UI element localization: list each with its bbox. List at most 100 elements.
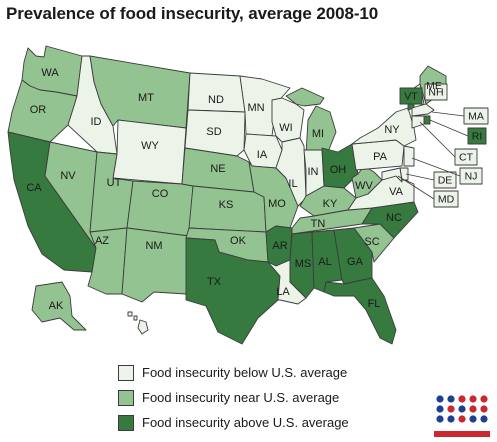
label-CO: CO [152,188,169,200]
legend-swatch-above [118,414,134,431]
label-NC: NC [386,212,402,224]
label-WI: WI [279,122,292,134]
logo-dot [458,405,466,413]
label-MD: MD [438,193,455,205]
box-NH [424,83,448,101]
box-VT [399,87,423,105]
label-KS: KS [219,199,234,211]
label-TX: TX [207,276,222,288]
label-IA: IA [257,149,268,161]
label-LA: LA [276,286,290,298]
state-NY [351,107,417,147]
state-MD [381,167,403,183]
label-IN: IN [308,166,319,178]
label-WV: WV [355,180,373,192]
label-MO: MO [268,198,286,210]
label-DE: DE [438,174,453,186]
label-VA: VA [389,186,404,198]
logo-dot [436,395,444,403]
state-SD [184,109,246,157]
label-WY: WY [141,140,159,152]
legend-item-near: Food insecurity near U.S. average [118,385,349,410]
label-NJ: NJ [465,170,478,182]
logo-dot [469,405,477,413]
state-MA [411,103,435,117]
legend-swatch-below [118,364,134,381]
label-AL: AL [318,256,331,268]
state-TX [185,237,281,345]
logo-dot [447,415,455,423]
label-OR: OR [30,104,47,116]
label-ME: ME [426,80,442,92]
logo-dot [480,395,488,403]
label-IL: IL [288,178,297,190]
legend-item-above: Food insecurity above U.S. average [118,410,349,435]
legend-label-below: Food insecurity below U.S. average [142,365,348,380]
legend-swatch-near [118,389,134,406]
state-RI [423,115,431,125]
label-WA: WA [41,67,59,79]
logo-dot [447,405,455,413]
label-KY: KY [323,198,338,210]
label-PA: PA [373,151,388,163]
state-WY [112,119,187,185]
logo-dot [447,395,455,403]
label-GA: GA [347,256,364,268]
logo-dot [436,405,444,413]
ers-logo-icon [434,395,490,437]
label-NV: NV [60,170,76,182]
state-FL [323,277,397,345]
state-HI-maui [133,315,138,321]
label-OH: OH [330,164,347,176]
legend-label-above: Food insecurity above U.S. average [142,415,349,430]
label-SD: SD [206,126,221,138]
label-NM: NM [145,240,162,252]
label-MS: MS [295,258,312,270]
label-ID: ID [91,116,102,128]
label-FL: FL [368,298,381,310]
state-HI [137,319,149,335]
state-NJ [403,145,415,167]
label-SC: SC [364,236,379,248]
map-title: Prevalence of food insecurity, average 2… [6,4,379,23]
legend-item-below: Food insecurity below U.S. average [118,360,349,385]
state-MI-upper [285,87,325,107]
state-IL [275,137,307,207]
label-CT: CT [459,151,474,163]
label-AZ: AZ [95,235,109,247]
legend-label-near: Food insecurity near U.S. average [142,390,340,405]
label-MN: MN [247,102,264,114]
logo-dot [458,415,466,423]
label-MA: MA [468,110,484,122]
map-legend: Food insecurity below U.S. average Food … [118,360,349,435]
label-AK: AK [49,300,64,312]
label-VT: VT [404,90,418,102]
logo-bar [434,431,490,437]
logo-dot [436,415,444,423]
state-HI-oahu [127,311,133,317]
label-MI: MI [312,128,324,140]
logo-dot [469,415,477,423]
state-AK [31,281,87,331]
state-LA [267,259,307,305]
label-TN: TN [311,218,326,230]
state-SC [353,223,395,263]
label-RI: RI [472,130,483,142]
label-NY: NY [384,124,400,136]
logo-dot [480,415,488,423]
logo-dot [458,395,466,403]
label-AR: AR [272,240,287,252]
state-CT [411,115,425,129]
state-ND [187,72,246,113]
logo-dot [469,395,477,403]
label-MT: MT [138,92,154,104]
state-WV [351,165,383,199]
label-OK: OK [230,235,247,247]
label-ND: ND [208,94,224,106]
label-NE: NE [210,163,225,175]
label-NH: NH [428,86,443,98]
label-UT: UT [107,177,122,189]
label-CA: CA [26,182,42,194]
logo-dot [480,405,488,413]
